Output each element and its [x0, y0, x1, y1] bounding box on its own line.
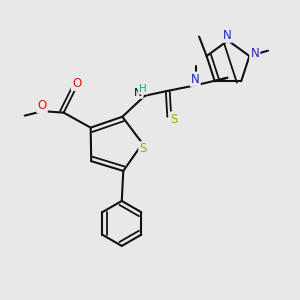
Text: N: N: [191, 73, 200, 86]
Text: S: S: [140, 142, 147, 155]
Text: N: N: [250, 47, 259, 60]
Text: H: H: [139, 83, 147, 94]
Text: N: N: [223, 28, 232, 42]
Text: O: O: [38, 99, 47, 112]
Text: O: O: [72, 77, 81, 90]
Text: N: N: [134, 88, 142, 98]
Text: S: S: [170, 112, 178, 126]
